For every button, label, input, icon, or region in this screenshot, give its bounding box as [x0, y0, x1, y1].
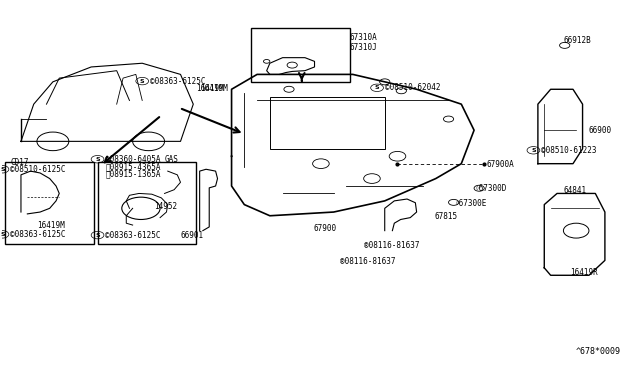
Bar — [97, 162, 196, 244]
Text: S: S — [0, 232, 4, 237]
Text: ◦67300E: ◦67300E — [455, 199, 487, 208]
Text: S: S — [95, 157, 100, 162]
Text: 66901: 66901 — [180, 231, 204, 240]
Text: ®08116-81637: ®08116-81637 — [364, 241, 420, 250]
Text: ©08360-6405A: ©08360-6405A — [105, 155, 161, 164]
Text: 64841: 64841 — [563, 186, 586, 195]
Text: S: S — [375, 85, 380, 90]
Text: GAS: GAS — [164, 155, 179, 164]
Text: 16419M: 16419M — [37, 221, 65, 230]
Text: 67900: 67900 — [313, 224, 337, 233]
Text: Ⓥ08915-4365A: Ⓥ08915-4365A — [105, 162, 161, 171]
Text: 16419R: 16419R — [570, 268, 598, 277]
Text: S: S — [531, 148, 536, 153]
Text: ©08510-6125C: ©08510-6125C — [10, 165, 66, 174]
Text: 67900A: 67900A — [487, 160, 515, 169]
Text: Ⓥ08915-1365A: Ⓥ08915-1365A — [105, 169, 161, 178]
Text: ©08363-6125C: ©08363-6125C — [150, 77, 205, 86]
Text: 67815: 67815 — [435, 212, 458, 221]
Text: ©08510-61223: ©08510-61223 — [541, 146, 596, 155]
Text: 67310A: 67310A — [349, 33, 378, 42]
Text: ^678*0009: ^678*0009 — [576, 347, 621, 356]
Bar — [5, 162, 94, 244]
Text: S: S — [0, 167, 4, 172]
Text: ©08510-62042: ©08510-62042 — [385, 83, 440, 92]
Text: 14952: 14952 — [154, 202, 177, 211]
Text: S: S — [95, 232, 100, 238]
Text: 16419M: 16419M — [196, 84, 224, 93]
Text: ©08363-6125C: ©08363-6125C — [105, 231, 161, 240]
Text: ®08116-81637: ®08116-81637 — [340, 257, 396, 266]
Bar — [251, 28, 349, 82]
Text: CD17: CD17 — [10, 158, 29, 167]
Text: 66912B: 66912B — [563, 36, 591, 45]
Text: 16419M: 16419M — [200, 84, 227, 93]
Text: S: S — [140, 78, 145, 84]
Bar — [270, 97, 385, 149]
Text: ◦67300D: ◦67300D — [476, 185, 508, 193]
Text: ©08363-6125C: ©08363-6125C — [10, 230, 66, 239]
Text: 66900: 66900 — [589, 126, 612, 135]
Text: 67310J: 67310J — [349, 43, 378, 52]
